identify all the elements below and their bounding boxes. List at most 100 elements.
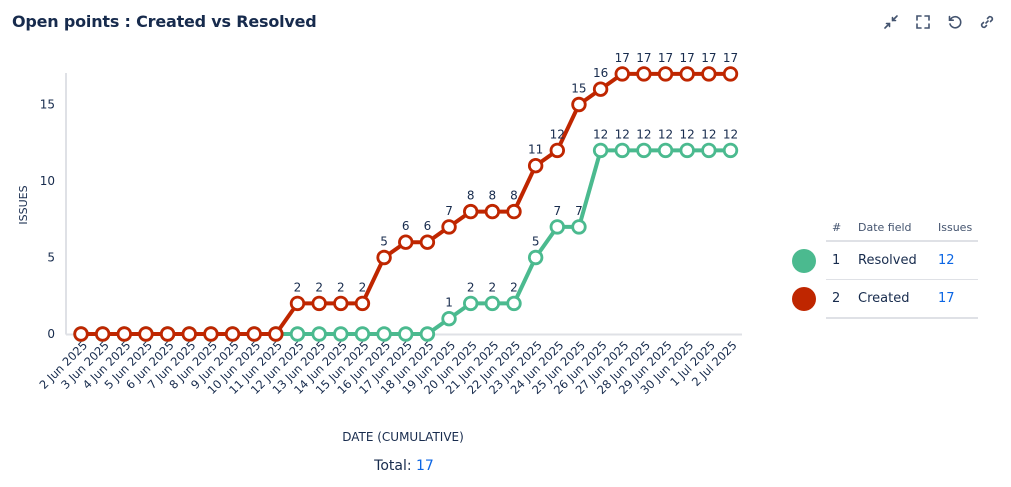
data-point-created[interactable] (679, 66, 695, 82)
data-label-created: 12 (550, 127, 565, 141)
data-point-resolved[interactable] (636, 142, 652, 159)
data-point-created[interactable] (116, 326, 133, 342)
data-point-resolved[interactable] (614, 142, 630, 159)
data-point-created[interactable] (181, 326, 197, 342)
data-point-created[interactable] (419, 234, 436, 250)
data-label-created: 16 (593, 66, 608, 80)
data-point-resolved[interactable] (722, 142, 739, 159)
data-point-resolved[interactable] (333, 326, 349, 342)
legend-count-link[interactable]: 12 (932, 241, 979, 280)
data-point-created[interactable] (73, 326, 89, 342)
data-label-created: 8 (489, 189, 497, 203)
data-point-created[interactable] (203, 326, 219, 342)
data-point-created[interactable] (722, 66, 739, 82)
legend-swatch-resolved (792, 248, 816, 273)
data-label-created: 17 (701, 51, 716, 65)
data-point-created[interactable] (463, 203, 479, 220)
data-point-resolved[interactable] (657, 142, 674, 159)
data-point-resolved[interactable] (419, 326, 436, 342)
data-label-resolved: 2 (489, 280, 497, 294)
data-point-resolved[interactable] (463, 295, 479, 312)
data-point-resolved[interactable] (311, 326, 327, 342)
data-point-resolved[interactable] (289, 326, 306, 342)
data-point-created[interactable] (354, 295, 371, 312)
data-label-created: 2 (294, 280, 302, 294)
data-point-created[interactable] (311, 295, 327, 312)
data-label-resolved: 12 (615, 127, 630, 141)
data-point-created[interactable] (549, 142, 566, 159)
copy-link-button[interactable] (977, 12, 997, 32)
data-point-created[interactable] (376, 249, 392, 266)
data-point-created[interactable] (94, 326, 111, 342)
data-point-created[interactable] (527, 157, 544, 174)
data-point-resolved[interactable] (701, 142, 717, 159)
data-label-created: 7 (445, 204, 453, 218)
legend-num: 1 (832, 253, 841, 268)
legend-field: Created (852, 279, 932, 319)
data-point-resolved[interactable] (592, 142, 609, 159)
data-point-created[interactable] (592, 81, 609, 97)
collapse-button[interactable] (881, 12, 901, 32)
data-point-created[interactable] (159, 326, 176, 342)
data-point-created[interactable] (289, 295, 306, 312)
page-title: Open points : Created vs Resolved (12, 12, 317, 31)
data-point-created[interactable] (636, 66, 652, 82)
legend-header-issues: Issues (932, 214, 979, 242)
data-label-resolved: 12 (593, 127, 608, 141)
legend-header-num: # (826, 214, 852, 242)
y-tick-label: 5 (47, 251, 55, 265)
data-point-created[interactable] (614, 66, 630, 82)
data-label-resolved: 12 (658, 127, 673, 141)
total-footer: Total: 17 (0, 458, 808, 474)
total-value-link[interactable]: 17 (416, 458, 434, 474)
data-point-created[interactable] (571, 96, 587, 113)
data-point-created[interactable] (138, 326, 154, 342)
data-label-created: 17 (723, 51, 738, 65)
data-point-resolved[interactable] (527, 249, 544, 266)
series-line-created (81, 71, 731, 336)
y-tick-label: 0 (47, 327, 55, 341)
data-point-resolved[interactable] (376, 326, 392, 342)
data-point-resolved[interactable] (484, 295, 501, 312)
data-point-created[interactable] (441, 219, 457, 235)
data-point-created[interactable] (333, 295, 349, 312)
data-label-created: 6 (402, 219, 410, 233)
data-point-resolved[interactable] (441, 311, 457, 327)
refresh-button[interactable] (945, 12, 965, 32)
legend-row-resolved[interactable]: 1 Resolved 12 (792, 241, 979, 280)
data-point-resolved[interactable] (549, 219, 566, 235)
data-point-created[interactable] (268, 326, 284, 342)
data-label-created: 15 (571, 82, 586, 96)
data-point-resolved[interactable] (571, 219, 587, 235)
data-label-resolved: 12 (701, 127, 716, 141)
data-point-created[interactable] (246, 326, 262, 342)
data-point-created[interactable] (701, 66, 717, 82)
data-point-resolved[interactable] (679, 142, 695, 159)
data-label-resolved: 2 (467, 280, 475, 294)
data-point-resolved[interactable] (506, 295, 522, 312)
data-label-resolved: 12 (680, 127, 695, 141)
data-label-created: 6 (424, 219, 432, 233)
data-point-created[interactable] (484, 203, 501, 220)
x-axis-title: DATE (CUMULATIVE) (342, 430, 464, 444)
data-point-created[interactable] (506, 203, 522, 220)
data-label-resolved: 12 (723, 127, 738, 141)
data-label-created: 8 (467, 189, 475, 203)
data-point-created[interactable] (398, 234, 414, 250)
legend-field: Resolved (852, 241, 932, 280)
data-point-resolved[interactable] (398, 326, 414, 342)
legend-row-created[interactable]: 2 Created 17 (792, 279, 979, 319)
legend-count-link[interactable]: 17 (932, 279, 979, 319)
data-label-created: 17 (658, 51, 673, 65)
data-point-created[interactable] (224, 326, 241, 342)
data-label-created: 11 (528, 143, 543, 157)
minimize-icon (884, 15, 898, 29)
y-tick-label: 10 (40, 174, 55, 188)
data-point-resolved[interactable] (354, 326, 371, 342)
fullscreen-button[interactable] (913, 12, 933, 32)
data-point-created[interactable] (657, 66, 674, 82)
legend-header-field: Date field (852, 214, 932, 242)
